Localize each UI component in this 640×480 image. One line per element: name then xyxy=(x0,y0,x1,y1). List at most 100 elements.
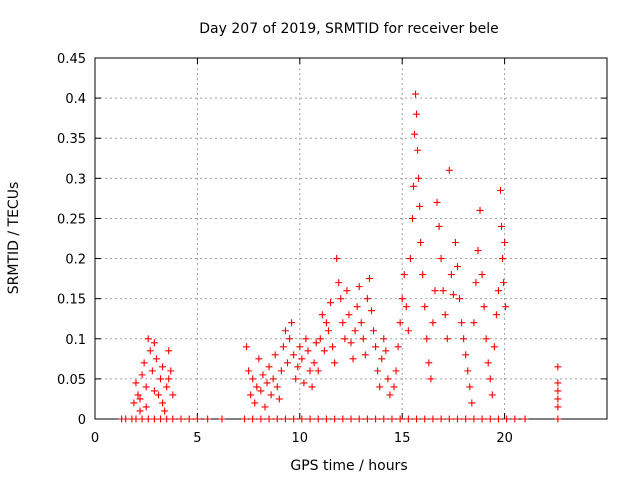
data-point xyxy=(449,291,457,299)
x-tick-label: 20 xyxy=(496,431,513,446)
data-point xyxy=(468,399,476,407)
data-point xyxy=(296,343,304,351)
data-point xyxy=(372,343,380,351)
data-point xyxy=(249,415,257,423)
data-point xyxy=(404,327,412,335)
data-point xyxy=(437,415,445,423)
data-point xyxy=(271,351,279,359)
data-point xyxy=(263,379,271,387)
y-tick-label: 0.15 xyxy=(57,293,86,308)
data-point xyxy=(255,355,263,363)
data-point xyxy=(441,311,449,319)
x-axis-label: GPS time / hours xyxy=(290,458,407,474)
data-point xyxy=(132,379,140,387)
data-point xyxy=(445,415,453,423)
data-point xyxy=(279,343,287,351)
data-point xyxy=(163,383,171,391)
data-point xyxy=(316,335,324,343)
x-tick-label: 15 xyxy=(394,431,411,446)
data-point xyxy=(339,319,347,327)
data-point xyxy=(458,319,466,327)
data-point xyxy=(265,415,273,423)
data-point xyxy=(333,255,341,263)
data-point xyxy=(474,247,482,255)
data-point xyxy=(177,415,185,423)
data-point xyxy=(150,387,158,395)
data-point xyxy=(398,295,406,303)
data-point xyxy=(414,146,422,154)
data-point xyxy=(361,351,369,359)
data-point xyxy=(484,359,492,367)
data-point xyxy=(318,311,326,319)
data-point xyxy=(486,415,494,423)
data-point xyxy=(159,399,167,407)
data-point xyxy=(390,383,398,391)
data-point xyxy=(167,367,175,375)
data-point xyxy=(402,303,410,311)
data-point xyxy=(380,415,388,423)
data-point xyxy=(204,415,212,423)
data-point xyxy=(245,367,253,375)
data-point xyxy=(421,303,429,311)
data-point xyxy=(374,367,382,375)
data-point xyxy=(269,375,277,383)
data-point xyxy=(265,363,273,371)
data-point xyxy=(275,395,283,403)
data-point xyxy=(152,355,160,363)
data-point xyxy=(363,415,371,423)
data-point xyxy=(132,415,140,423)
data-point xyxy=(320,347,328,355)
data-point xyxy=(480,303,488,311)
data-point xyxy=(185,415,193,423)
y-tick-label: 0.4 xyxy=(65,92,86,107)
data-point xyxy=(322,319,330,327)
data-point xyxy=(355,283,363,291)
data-point xyxy=(284,359,292,367)
data-point xyxy=(423,335,431,343)
data-point xyxy=(410,130,418,138)
data-point xyxy=(412,90,420,98)
data-point xyxy=(322,415,330,423)
data-point xyxy=(435,222,443,230)
data-point xyxy=(138,415,146,423)
data-point xyxy=(464,367,472,375)
data-point xyxy=(511,415,519,423)
data-point xyxy=(521,415,529,423)
data-point xyxy=(351,327,359,335)
y-tick-label: 0.45 xyxy=(57,52,86,67)
data-point xyxy=(163,415,171,423)
data-point xyxy=(445,166,453,174)
data-point xyxy=(294,363,302,371)
data-point xyxy=(144,335,152,343)
data-point xyxy=(416,202,424,210)
data-point xyxy=(490,343,498,351)
data-point xyxy=(406,255,414,263)
data-point xyxy=(365,275,373,283)
y-tick-label: 0 xyxy=(78,413,86,428)
data-point xyxy=(335,279,343,287)
y-tick-label: 0.25 xyxy=(57,212,86,227)
data-point xyxy=(157,415,165,423)
data-point xyxy=(386,391,394,399)
data-point xyxy=(497,186,505,194)
data-point xyxy=(345,311,353,319)
grid xyxy=(95,58,607,419)
axis-ticks: 0 0.05 0.1 0.15 0.2 0.25 0.3 0.35 0.4 0.45 0 5 10 15 2… xyxy=(57,52,607,446)
data-point xyxy=(281,415,289,423)
data-point xyxy=(286,335,294,343)
data-point xyxy=(503,415,511,423)
data-point xyxy=(476,206,484,214)
data-point xyxy=(251,399,259,407)
data-point xyxy=(359,335,367,343)
y-tick-label: 0.05 xyxy=(57,373,86,388)
data-point xyxy=(193,415,201,423)
data-point xyxy=(417,239,425,247)
data-point xyxy=(355,415,363,423)
data-point xyxy=(353,303,361,311)
data-point xyxy=(392,367,400,375)
data-point xyxy=(157,375,165,383)
data-point xyxy=(394,343,402,351)
data-point xyxy=(409,182,417,190)
data-point xyxy=(482,335,490,343)
data-point xyxy=(466,383,474,391)
